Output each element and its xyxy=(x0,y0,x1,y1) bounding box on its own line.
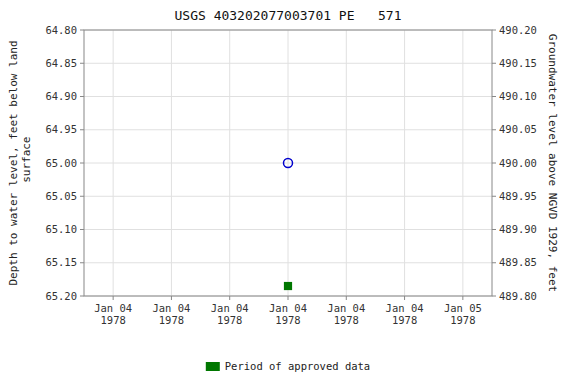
tick-label: 65.10 xyxy=(45,223,77,235)
tick-mark xyxy=(404,296,405,300)
tick-label: 489.95 xyxy=(499,190,537,202)
grid-line xyxy=(171,30,172,296)
tick-mark xyxy=(80,296,84,297)
tick-mark xyxy=(492,30,496,31)
tick-label: 490.00 xyxy=(499,157,537,169)
tick-label: 490.20 xyxy=(499,24,537,36)
text-line: Jan 04 xyxy=(152,302,190,314)
text-line: Jan 04 xyxy=(211,302,249,314)
grid-line xyxy=(113,30,114,296)
axis-label: Depth to water level, feet below land su… xyxy=(7,40,33,285)
tick-mark xyxy=(288,296,289,300)
text-line: surface xyxy=(20,137,33,190)
tick-label: 490.05 xyxy=(499,123,537,135)
text-line: Jan 04 xyxy=(386,302,424,314)
grid-line xyxy=(462,30,463,296)
grid-line xyxy=(229,30,230,296)
tick-label: 64.95 xyxy=(45,123,77,135)
tick-label: Jan 041978 xyxy=(386,302,424,326)
tick-label: 64.80 xyxy=(45,24,77,36)
text-line: 1978 xyxy=(275,314,300,326)
tick-mark xyxy=(80,163,84,164)
tick-label: 489.90 xyxy=(499,223,537,235)
axes: 64.80 64.85 64.90 64.95 65.00 65.05 65.10 65.15… xyxy=(45,24,537,327)
tick-mark xyxy=(492,163,496,164)
text-line: 1978 xyxy=(100,314,125,326)
tick-label: 490.10 xyxy=(499,90,537,102)
tick-mark xyxy=(80,229,84,230)
tick-label: 65.15 xyxy=(45,256,77,268)
axis-label: Groundwater level above NGVD 1929, feet xyxy=(546,34,559,292)
text-line: Jan 04 xyxy=(327,302,365,314)
tick-label: 65.05 xyxy=(45,190,77,202)
tick-mark xyxy=(229,296,230,300)
legend-item: Period of approved data xyxy=(206,360,370,372)
tick-mark xyxy=(492,63,496,64)
text-line: 1978 xyxy=(450,314,475,326)
tick-mark xyxy=(492,129,496,130)
legend: Period of approved data xyxy=(206,360,370,372)
tick-mark xyxy=(492,262,496,263)
text-line: Groundwater level above NGVD 1929, feet xyxy=(546,34,559,292)
tick-label: Jan 041978 xyxy=(94,302,132,326)
tick-mark xyxy=(171,296,172,300)
tick-mark xyxy=(80,96,84,97)
title: USGS 403202077003701 PE 571 xyxy=(175,8,402,23)
tick-label: 64.85 xyxy=(45,57,77,69)
marks xyxy=(284,159,293,290)
grid-line xyxy=(404,30,405,296)
tick-label: Jan 041978 xyxy=(269,302,307,326)
tick-mark xyxy=(346,296,347,300)
tick-label: 64.90 xyxy=(45,90,77,102)
tick-mark xyxy=(80,30,84,31)
chart: 64.80 64.85 64.90 64.95 65.00 65.05 65.10 65.15… xyxy=(0,0,576,384)
tick-label: Jan 051978 xyxy=(444,302,482,326)
point xyxy=(284,159,293,168)
text-line: Jan 05 xyxy=(444,302,482,314)
text-line: Jan 04 xyxy=(94,302,132,314)
grid xyxy=(84,30,492,296)
tick-mark xyxy=(462,296,463,300)
tick-mark xyxy=(492,296,496,297)
tick-mark xyxy=(80,262,84,263)
tick-mark xyxy=(492,196,496,197)
grid-line xyxy=(346,30,347,296)
tick-label: Jan 041978 xyxy=(152,302,190,326)
text-line: Jan 04 xyxy=(269,302,307,314)
tick-mark xyxy=(80,63,84,64)
background xyxy=(0,0,576,384)
point xyxy=(285,283,292,290)
tick-label: 65.00 xyxy=(45,157,77,169)
tick-label: 490.15 xyxy=(499,57,537,69)
tick-label: Jan 041978 xyxy=(327,302,365,326)
tick-mark xyxy=(113,296,114,300)
text-line: 1978 xyxy=(217,314,242,326)
grid-line xyxy=(288,30,289,296)
chart-container: 64.80 64.85 64.90 64.95 65.00 65.05 65.10 65.15… xyxy=(0,0,576,384)
legend-label: Period of approved data xyxy=(225,360,370,372)
tick-label: 489.80 xyxy=(499,290,537,302)
tick-mark xyxy=(80,196,84,197)
plot-frame xyxy=(84,30,492,296)
tick-mark xyxy=(492,96,496,97)
tick-label: 489.85 xyxy=(499,256,537,268)
text-line: 1978 xyxy=(392,314,417,326)
tick-mark xyxy=(492,229,496,230)
tick-label: 65.20 xyxy=(45,290,77,302)
text-line: Depth to water level, feet below land xyxy=(7,40,20,285)
text-line: 1978 xyxy=(159,314,184,326)
tick-label: Jan 041978 xyxy=(211,302,249,326)
text-line: 1978 xyxy=(334,314,359,326)
tick-mark xyxy=(80,129,84,130)
legend-swatch xyxy=(206,362,220,371)
